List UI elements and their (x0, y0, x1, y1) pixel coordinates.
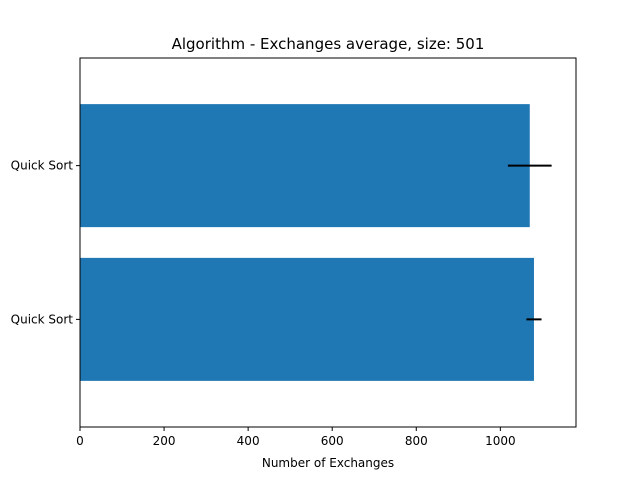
chart-title: Algorithm - Exchanges average, size: 501 (172, 35, 485, 53)
x-tick-label-3: 600 (321, 434, 344, 448)
x-axis-ticks: 0 200 400 600 800 1000 (76, 427, 516, 448)
y-axis-ticks: Quick Sort Quick Sort (11, 159, 80, 326)
x-tick-label-1: 200 (153, 434, 176, 448)
bar-0 (80, 257, 534, 381)
bar-1 (80, 104, 530, 228)
plot-frame (79, 57, 577, 428)
bars-layer (80, 104, 534, 381)
y-tick-label-0: Quick Sort (11, 312, 74, 326)
error-bars-layer (507, 164, 552, 321)
x-tick-label-4: 800 (405, 434, 428, 448)
x-tick-label-5: 1000 (485, 434, 516, 448)
y-tick-label-1: Quick Sort (11, 159, 74, 173)
x-tick-label-2: 400 (237, 434, 260, 448)
x-tick-label-0: 0 (76, 434, 84, 448)
x-axis-label: Number of Exchanges (262, 456, 394, 470)
